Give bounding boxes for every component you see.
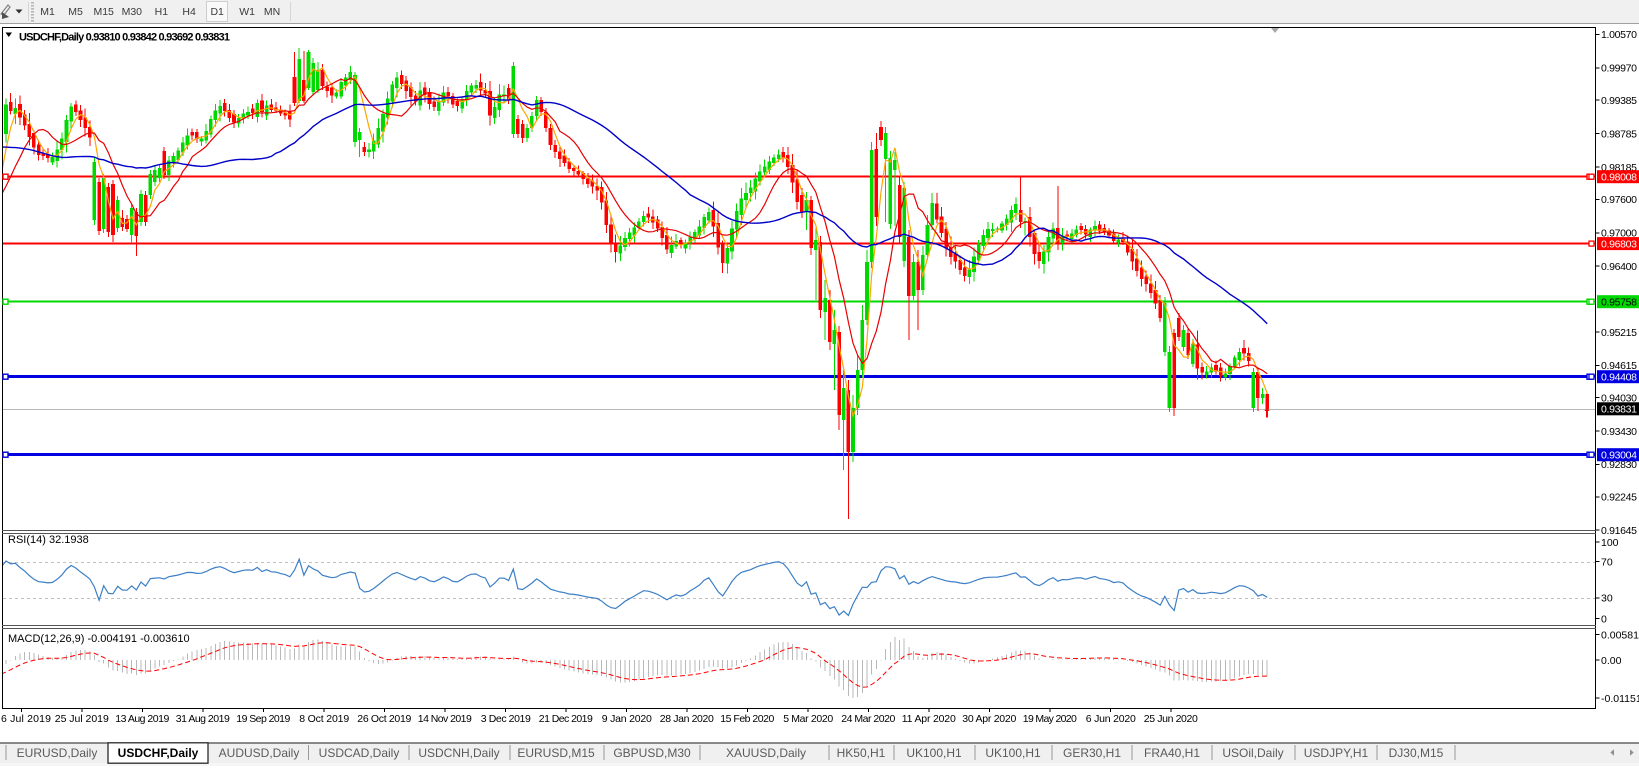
svg-text:USDJPY,H1: USDJPY,H1 [1304,746,1369,760]
svg-text:0: 0 [1601,613,1607,625]
svg-text:0.91645: 0.91645 [1601,525,1637,537]
svg-text:31 Aug 2019: 31 Aug 2019 [176,713,230,725]
svg-text:5 Mar 2020: 5 Mar 2020 [783,713,833,725]
svg-text:W1: W1 [239,6,255,18]
svg-text:0.97600: 0.97600 [1601,194,1637,206]
svg-text:6 Jul 2019: 6 Jul 2019 [1,713,51,725]
svg-text:24 Mar 2020: 24 Mar 2020 [841,713,895,725]
svg-text:21 Dec 2019: 21 Dec 2019 [539,713,593,725]
svg-text:M1: M1 [40,6,55,18]
svg-text:25 Jul 2019: 25 Jul 2019 [55,713,109,725]
svg-text:15 Feb 2020: 15 Feb 2020 [720,713,774,725]
svg-text:0.99385: 0.99385 [1601,95,1637,107]
svg-text:MN: MN [264,6,280,18]
svg-text:UK100,H1: UK100,H1 [906,746,962,760]
svg-text:USDCHF,Daily: USDCHF,Daily [118,746,199,760]
svg-text:0.95758: 0.95758 [1601,297,1637,309]
svg-text:19 May 2020: 19 May 2020 [1023,713,1077,725]
svg-text:USDCHF,Daily 0.93810 0.93842: USDCHF,Daily 0.93810 0.93842 0.93692 0.9… [19,32,230,44]
svg-text:FRA40,H1: FRA40,H1 [1144,746,1200,760]
svg-text:0.95215: 0.95215 [1601,327,1637,339]
svg-text:30: 30 [1601,593,1613,605]
svg-text:MACD(12,26,9) -0.004191 -0.003: MACD(12,26,9) -0.004191 -0.003610 [8,633,190,645]
svg-text:0.96803: 0.96803 [1601,238,1637,250]
svg-text:70: 70 [1601,556,1613,568]
svg-text:0.99970: 0.99970 [1601,63,1637,75]
svg-text:100: 100 [1601,537,1619,549]
svg-text:0.93004: 0.93004 [1601,450,1637,462]
svg-text:0.98008: 0.98008 [1601,172,1637,184]
svg-text:M5: M5 [68,6,83,18]
svg-text:UK100,H1: UK100,H1 [985,746,1041,760]
svg-text:EURUSD,Daily: EURUSD,Daily [17,746,98,760]
svg-text:13 Aug 2019: 13 Aug 2019 [115,713,169,725]
svg-text:H1: H1 [155,6,169,18]
svg-text:DJ30,M15: DJ30,M15 [1389,746,1444,760]
svg-text:0.96400: 0.96400 [1601,261,1637,273]
svg-text:D1: D1 [210,6,224,18]
svg-text:0.94408: 0.94408 [1601,372,1637,384]
svg-text:0.00: 0.00 [1601,655,1622,667]
svg-text:EURUSD,M15: EURUSD,M15 [517,746,595,760]
svg-text:26 Oct 2019: 26 Oct 2019 [357,713,411,725]
svg-text:H4: H4 [182,6,196,18]
svg-text:M30: M30 [122,6,143,18]
svg-text:GBPUSD,M30: GBPUSD,M30 [613,746,691,760]
svg-text:0.92245: 0.92245 [1601,492,1637,504]
svg-text:25 Jun 2020: 25 Jun 2020 [1144,713,1198,725]
svg-text:XAUUSD,Daily: XAUUSD,Daily [726,746,806,760]
svg-text:1.00570: 1.00570 [1601,29,1637,41]
svg-text:0.005818: 0.005818 [1601,630,1639,642]
svg-text:HK50,H1: HK50,H1 [837,746,886,760]
svg-text:14 Nov 2019: 14 Nov 2019 [418,713,472,725]
svg-text:GER30,H1: GER30,H1 [1063,746,1121,760]
svg-text:-0.011514: -0.011514 [1601,693,1639,705]
svg-text:0.94030: 0.94030 [1601,393,1637,405]
svg-text:3 Dec 2019: 3 Dec 2019 [481,713,531,725]
svg-text:0.94615: 0.94615 [1601,360,1637,372]
svg-text:6 Jun 2020: 6 Jun 2020 [1086,713,1136,725]
svg-text:30 Apr 2020: 30 Apr 2020 [962,713,1016,725]
svg-text:0.93430: 0.93430 [1601,426,1637,438]
svg-text:9 Jan 2020: 9 Jan 2020 [602,713,652,725]
svg-text:RSI(14) 32.1938: RSI(14) 32.1938 [8,534,89,546]
svg-text:11 Apr 2020: 11 Apr 2020 [902,713,956,725]
svg-text:M15: M15 [93,6,114,18]
svg-text:USDCNH,Daily: USDCNH,Daily [418,746,499,760]
svg-text:0.97000: 0.97000 [1601,228,1637,240]
svg-text:USOil,Daily: USOil,Daily [1222,746,1283,760]
svg-text:28 Jan 2020: 28 Jan 2020 [660,713,714,725]
svg-text:AUDUSD,Daily: AUDUSD,Daily [219,746,300,760]
svg-text:USDCAD,Daily: USDCAD,Daily [319,746,400,760]
svg-text:0.93831: 0.93831 [1601,404,1637,416]
svg-text:8 Oct 2019: 8 Oct 2019 [299,713,349,725]
svg-text:0.98785: 0.98785 [1601,128,1637,140]
svg-text:19 Sep 2019: 19 Sep 2019 [236,713,290,725]
svg-text:0.92830: 0.92830 [1601,459,1637,471]
